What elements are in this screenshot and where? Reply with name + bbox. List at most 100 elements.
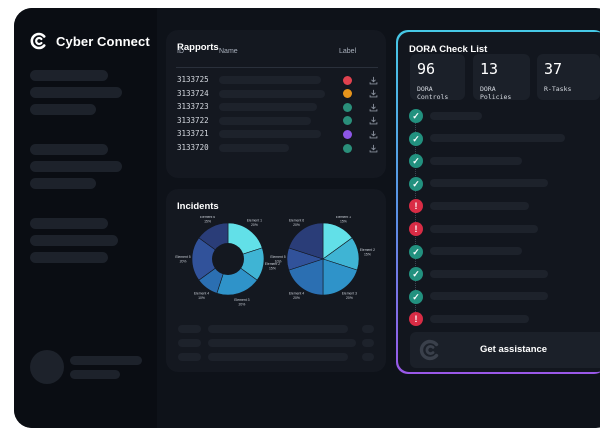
download-icon[interactable]: [369, 103, 378, 112]
checklist-item-placeholder: [430, 314, 529, 323]
stat-label: R-Tasks: [544, 85, 572, 93]
check-icon: ✓: [409, 289, 423, 304]
label-dot: [343, 75, 352, 85]
alert-icon: !: [409, 199, 423, 214]
incidents-charts: Element 120%Element 215%Element 320%Elem…: [175, 216, 375, 306]
checklist-item-placeholder: [430, 156, 522, 165]
donut-hole: [212, 243, 244, 275]
table-cell-placeholder: [178, 325, 201, 333]
row-id: 3133725: [177, 75, 209, 84]
download-icon[interactable]: [369, 76, 378, 85]
checklist-item-placeholder: [430, 292, 548, 301]
slice-label: Element 6: [200, 216, 215, 219]
row-name-placeholder: [219, 130, 321, 139]
slice-value-label: 20%: [293, 296, 300, 300]
label-dot: [343, 143, 352, 153]
check-icon: ✓: [409, 154, 423, 169]
slice-label: Element 1: [247, 219, 262, 223]
slice-label: Element 3: [342, 291, 357, 295]
checklist-item-placeholder: [430, 201, 529, 210]
stat-r-tasks[interactable]: 37 R-Tasks: [537, 54, 600, 100]
table-cell-placeholder: [208, 325, 348, 333]
download-icon[interactable]: [369, 130, 378, 139]
cyber-connect-logo-icon: [419, 339, 439, 361]
pie-slice[interactable]: [288, 222, 324, 260]
sidebar-item[interactable]: [30, 252, 108, 263]
get-assistance-button[interactable]: Get assistance: [410, 332, 600, 368]
table-cell-placeholder: [178, 339, 201, 347]
column-header-id: ID: [177, 48, 184, 55]
checklist-item-placeholder: [430, 247, 522, 256]
get-assistance-label: Get assistance: [480, 344, 548, 355]
sidebar-item[interactable]: [30, 144, 108, 155]
stat-label: DORA Controls: [417, 85, 449, 101]
alert-icon: !: [409, 312, 423, 327]
pie-slice[interactable]: [288, 258, 324, 296]
stat-dora-policies[interactable]: 13 DORA Policies: [473, 54, 530, 101]
slice-value-label: 15%: [204, 219, 211, 223]
row-name-placeholder: [219, 116, 311, 125]
slice-label: Element 4: [289, 291, 304, 295]
pie-slice[interactable]: [322, 258, 358, 296]
label-dot: [343, 102, 352, 112]
sidebar-item[interactable]: [30, 178, 96, 189]
avatar[interactable]: [30, 350, 64, 384]
user-name-placeholder: [70, 356, 142, 365]
slice-label: Element 6: [289, 219, 304, 223]
download-icon[interactable]: [369, 144, 378, 153]
slice-label: Element 1: [336, 216, 351, 219]
label-dot: [343, 116, 352, 126]
row-id: 3133721: [177, 129, 209, 139]
cyber-connect-logo-icon: [30, 32, 46, 50]
slice-label: Element 4: [194, 291, 209, 295]
row-id: 3133724: [177, 88, 209, 98]
table-cell-placeholder: [362, 339, 374, 347]
table-cell-placeholder: [362, 353, 374, 361]
row-id: 3133722: [177, 115, 209, 125]
header-divider: [176, 67, 378, 68]
sidebar: Cyber Connect: [14, 8, 157, 428]
sidebar-item[interactable]: [30, 87, 122, 98]
checklist-item-placeholder: [430, 134, 565, 143]
row-name-placeholder: [219, 144, 289, 152]
slice-value-label: 20%: [180, 260, 187, 264]
stat-value: 37: [544, 60, 563, 78]
brand[interactable]: Cyber Connect: [30, 32, 150, 50]
slice-value-label: 20%: [251, 223, 258, 227]
checklist-item-placeholder: [430, 269, 548, 278]
label-dot: [343, 129, 352, 139]
sidebar-item[interactable]: [30, 161, 122, 172]
download-icon[interactable]: [369, 116, 378, 125]
user-role-placeholder: [70, 370, 120, 379]
row-name-placeholder: [219, 103, 317, 112]
table-cell-placeholder: [178, 353, 201, 361]
sidebar-item[interactable]: [30, 104, 96, 115]
row-name-placeholder: [219, 76, 321, 84]
column-header-name: Name: [219, 48, 238, 55]
checklist-item-placeholder: [430, 179, 548, 188]
slice-label: Element 2: [360, 248, 375, 252]
download-icon[interactable]: [369, 89, 378, 98]
checklist-item-placeholder: [430, 111, 482, 120]
check-icon: ✓: [409, 109, 423, 123]
slice-value-label: 20%: [293, 223, 300, 227]
sidebar-item[interactable]: [30, 70, 108, 81]
slice-label: Element 5: [270, 255, 285, 259]
check-icon: ✓: [409, 176, 423, 191]
dora-title: DORA Check List: [409, 44, 488, 55]
pie-slice[interactable]: [191, 237, 229, 281]
slice-value-label: 15%: [269, 267, 276, 271]
stat-value: 13: [480, 60, 499, 78]
table-cell-placeholder: [362, 325, 374, 333]
sidebar-item[interactable]: [30, 218, 108, 229]
sidebar-item[interactable]: [30, 235, 118, 246]
check-icon: ✓: [409, 131, 423, 146]
slice-label: Element 5: [175, 255, 190, 259]
checklist-connector: [415, 116, 416, 316]
slice-value-label: 10%: [275, 260, 282, 264]
row-id: 3133720: [177, 143, 209, 152]
rapports-title: Rapports: [177, 42, 219, 53]
stat-dora-controls[interactable]: 96 DORA Controls: [410, 54, 465, 101]
table-cell-placeholder: [208, 339, 356, 347]
slice-value-label: 20%: [346, 296, 353, 300]
